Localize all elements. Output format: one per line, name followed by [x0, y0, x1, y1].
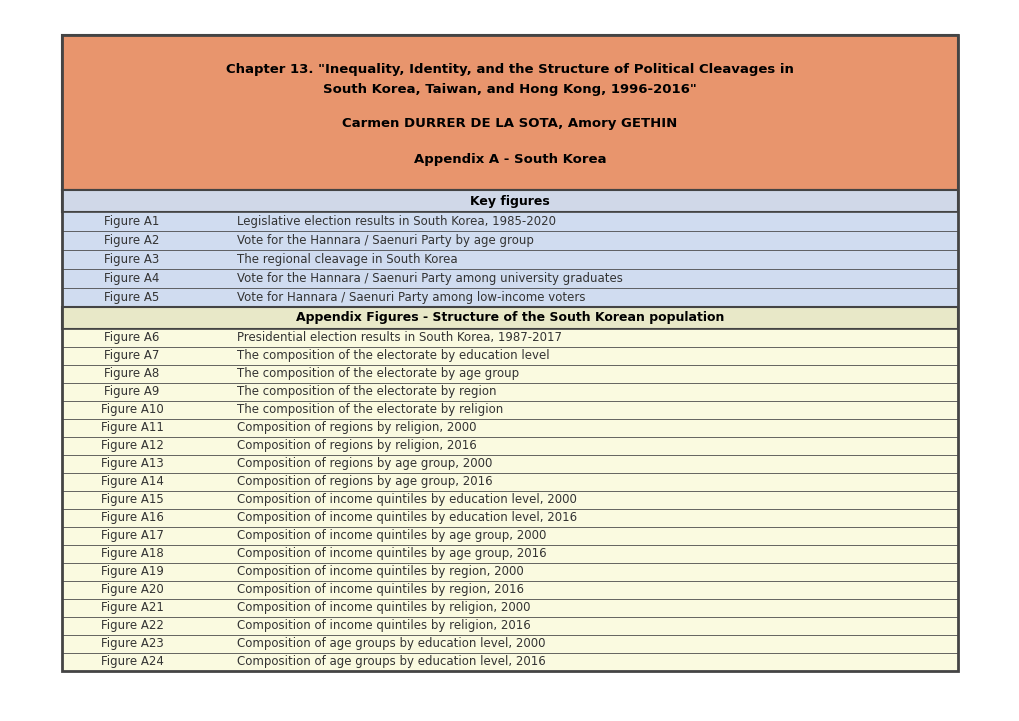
Text: Figure A23: Figure A23	[101, 637, 163, 650]
Text: Figure A3: Figure A3	[104, 253, 159, 266]
Text: Figure A18: Figure A18	[101, 547, 163, 560]
Bar	[62, 617, 957, 635]
Bar	[62, 437, 957, 455]
Text: Composition of income quintiles by education level, 2016: Composition of income quintiles by educa…	[236, 511, 577, 524]
Text: Figure A15: Figure A15	[101, 493, 163, 506]
Text: Figure A24: Figure A24	[101, 655, 163, 668]
Text: Figure A6: Figure A6	[104, 332, 160, 345]
Text: Composition of income quintiles by age group, 2000: Composition of income quintiles by age g…	[236, 529, 546, 542]
Text: Figure A13: Figure A13	[101, 458, 163, 471]
Bar	[62, 212, 957, 231]
Bar	[62, 599, 957, 617]
Text: Figure A16: Figure A16	[101, 511, 163, 524]
Text: Figure A21: Figure A21	[101, 601, 163, 614]
Text: Figure A17: Figure A17	[101, 529, 163, 542]
Text: Figure A4: Figure A4	[104, 272, 160, 285]
Text: Appendix A - South Korea: Appendix A - South Korea	[414, 153, 605, 166]
Bar	[62, 190, 957, 212]
Bar	[62, 35, 957, 671]
Bar	[62, 491, 957, 509]
Text: Composition of regions by religion, 2016: Composition of regions by religion, 2016	[236, 440, 476, 453]
Text: Figure A10: Figure A10	[101, 404, 163, 417]
Bar	[62, 581, 957, 599]
Bar	[62, 307, 957, 329]
Bar	[62, 419, 957, 437]
Text: Composition of income quintiles by region, 2000: Composition of income quintiles by regio…	[236, 565, 523, 578]
Bar	[62, 231, 957, 250]
Text: Composition of income quintiles by religion, 2000: Composition of income quintiles by relig…	[236, 601, 530, 614]
Text: The composition of the electorate by age group: The composition of the electorate by age…	[236, 368, 519, 381]
Text: Composition of income quintiles by region, 2016: Composition of income quintiles by regio…	[236, 583, 524, 596]
Text: Vote for Hannara / Saenuri Party among low-income voters: Vote for Hannara / Saenuri Party among l…	[236, 291, 585, 304]
Text: Figure A8: Figure A8	[104, 368, 159, 381]
Bar	[62, 473, 957, 491]
Text: Figure A5: Figure A5	[104, 291, 159, 304]
Text: Composition of age groups by education level, 2000: Composition of age groups by education l…	[236, 637, 545, 650]
Bar	[62, 383, 957, 401]
Bar	[62, 329, 957, 347]
Text: Vote for the Hannara / Saenuri Party among university graduates: Vote for the Hannara / Saenuri Party amo…	[236, 272, 623, 285]
Text: Key figures: Key figures	[470, 195, 549, 208]
Text: Appendix Figures - Structure of the South Korean population: Appendix Figures - Structure of the Sout…	[296, 311, 723, 324]
Text: Composition of regions by age group, 2016: Composition of regions by age group, 201…	[236, 476, 492, 489]
Text: Figure A1: Figure A1	[104, 215, 160, 228]
Bar	[62, 455, 957, 473]
Text: Composition of regions by age group, 2000: Composition of regions by age group, 200…	[236, 458, 492, 471]
Text: Chapter 13. "Inequality, Identity, and the Structure of Political Cleavages in: Chapter 13. "Inequality, Identity, and t…	[226, 63, 793, 76]
Text: Composition of regions by religion, 2000: Composition of regions by religion, 2000	[236, 422, 476, 435]
Text: Composition of income quintiles by religion, 2016: Composition of income quintiles by relig…	[236, 619, 530, 632]
Bar	[62, 563, 957, 581]
Text: Figure A12: Figure A12	[101, 440, 163, 453]
Text: Figure A7: Figure A7	[104, 350, 160, 363]
Bar	[62, 509, 957, 527]
Text: Carmen DURRER DE LA SOTA, Amory GETHIN: Carmen DURRER DE LA SOTA, Amory GETHIN	[342, 117, 677, 130]
Bar	[62, 288, 957, 307]
Text: Figure A9: Figure A9	[104, 386, 160, 399]
Text: Composition of age groups by education level, 2016: Composition of age groups by education l…	[236, 655, 545, 668]
Text: Composition of income quintiles by age group, 2016: Composition of income quintiles by age g…	[236, 547, 546, 560]
Text: The composition of the electorate by region: The composition of the electorate by reg…	[236, 386, 496, 399]
Text: The composition of the electorate by religion: The composition of the electorate by rel…	[236, 404, 502, 417]
Bar	[62, 401, 957, 419]
Text: South Korea, Taiwan, and Hong Kong, 1996-2016": South Korea, Taiwan, and Hong Kong, 1996…	[323, 83, 696, 96]
Bar	[62, 635, 957, 653]
Bar	[62, 527, 957, 545]
Text: Figure A22: Figure A22	[101, 619, 163, 632]
Text: Legislative election results in South Korea, 1985-2020: Legislative election results in South Ko…	[236, 215, 555, 228]
Bar	[62, 365, 957, 383]
Bar	[62, 269, 957, 288]
Text: Vote for the Hannara / Saenuri Party by age group: Vote for the Hannara / Saenuri Party by …	[236, 234, 533, 247]
Bar	[62, 250, 957, 269]
Text: Figure A19: Figure A19	[101, 565, 163, 578]
Text: The composition of the electorate by education level: The composition of the electorate by edu…	[236, 350, 549, 363]
Text: Figure A2: Figure A2	[104, 234, 160, 247]
Bar	[62, 545, 957, 563]
Text: Figure A14: Figure A14	[101, 476, 163, 489]
Text: The regional cleavage in South Korea: The regional cleavage in South Korea	[236, 253, 458, 266]
Bar	[62, 347, 957, 365]
Text: Figure A20: Figure A20	[101, 583, 163, 596]
Bar	[62, 35, 957, 190]
Text: Presidential election results in South Korea, 1987-2017: Presidential election results in South K…	[236, 332, 561, 345]
Text: Figure A11: Figure A11	[101, 422, 163, 435]
Bar	[62, 653, 957, 671]
Text: Composition of income quintiles by education level, 2000: Composition of income quintiles by educa…	[236, 493, 577, 506]
